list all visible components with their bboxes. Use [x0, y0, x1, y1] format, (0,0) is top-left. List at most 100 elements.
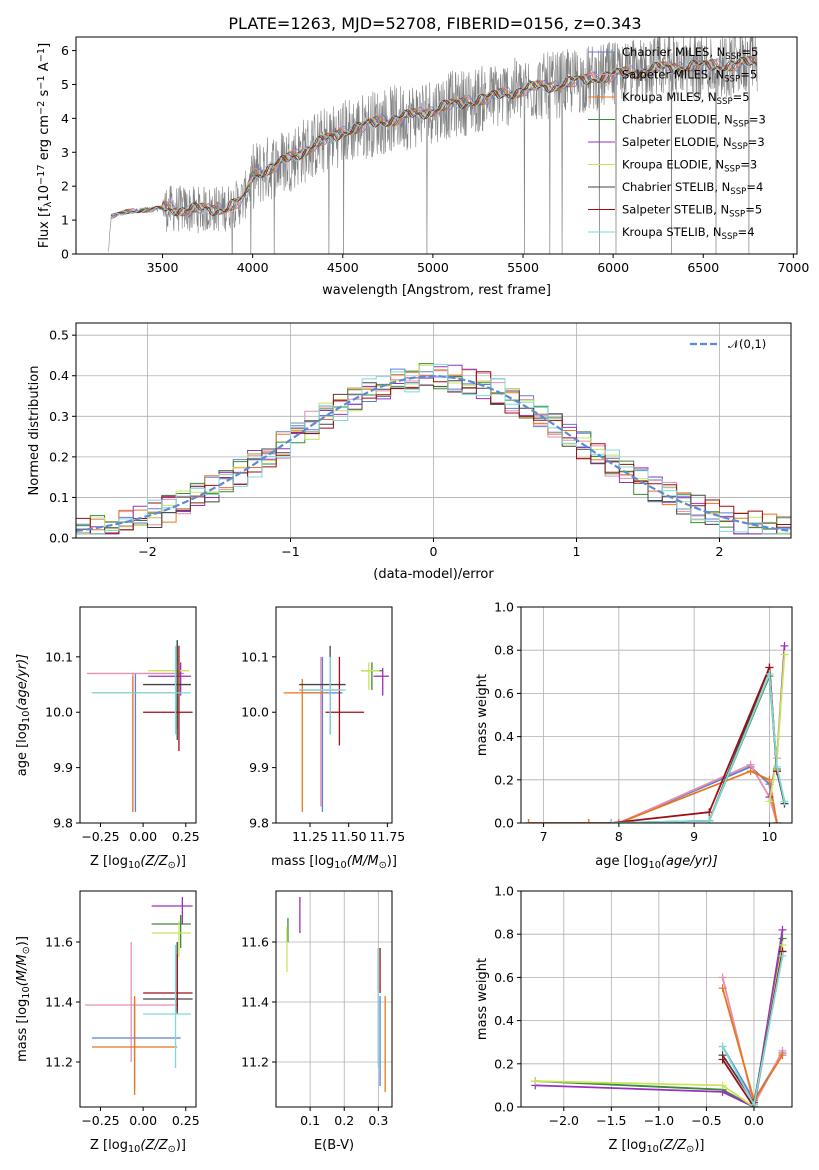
x-tick-label: 2 — [716, 544, 724, 559]
x-tick-label: 0 — [430, 544, 438, 559]
y-tick-label: 0.3 — [49, 409, 69, 424]
age_vs_mass-content — [283, 645, 389, 812]
y-tick-label: 10.0 — [241, 705, 269, 720]
y-tick-label: 0.6 — [494, 686, 514, 701]
x-tick-label: 0.0 — [744, 1113, 764, 1128]
point-kroupa_stelib — [91, 645, 191, 735]
x-tick-label: 5500 — [507, 260, 539, 275]
mass_vs_Z-content — [85, 897, 193, 1095]
legend-label-chabrier_miles: Chabrier MILES, NSSP=5 — [622, 45, 758, 62]
marker-salpeter_stelib — [718, 1055, 727, 1064]
series-line-kroupa_miles — [528, 770, 778, 823]
x-tick-label: −2.0 — [549, 1113, 579, 1128]
marker-salpeter_miles — [718, 973, 727, 982]
x-tick-label: 7000 — [777, 260, 809, 275]
y-tick-label: 0.5 — [49, 328, 69, 343]
marker-kroupa_miles — [718, 984, 727, 993]
age-vs-Z-panel: −0.25 0.00 0.25 9.8 9.9 10.0 10.1 Z [log10(Z/Z⊙… — [15, 606, 200, 871]
marker-kroupa_stelib — [778, 951, 787, 960]
y-tick-label: 11.2 — [45, 1055, 73, 1070]
x-tick-label: −1.5 — [596, 1113, 626, 1128]
point-kroupa_elodie — [151, 921, 191, 957]
y-tick-label: 0.6 — [494, 970, 514, 985]
legend-label-normal: 𝒩(0,1) — [728, 337, 766, 351]
x-tick-label: 11.75 — [369, 829, 405, 844]
series-line-chabrier_stelib — [611, 667, 786, 823]
y-tick-label: 9.8 — [249, 816, 269, 831]
point-salpeter_miles — [85, 942, 178, 1062]
x-axis-label: wavelength [Angstrom, rest frame] — [322, 283, 551, 298]
x-tick-label: 0.25 — [172, 829, 200, 844]
marker-kroupa_stelib — [705, 816, 714, 823]
point-chabrier_miles — [91, 999, 181, 1089]
y-axis-label: mass weight — [475, 958, 490, 1040]
y-tick-label: 11.2 — [241, 1055, 269, 1070]
x-axis-label: (data-model)/error — [373, 567, 494, 582]
x-tick-label: 6500 — [687, 260, 719, 275]
axes-frame — [275, 606, 393, 824]
x-tick-label: 3500 — [147, 260, 179, 275]
x-tick-label: 7 — [540, 829, 548, 844]
point-salpeter_stelib — [325, 656, 365, 746]
mass-vs-Z-panel: −0.25 0.00 0.25 11.2 11.4 11.6 Z [log10(Z/Z⊙)]… — [15, 890, 200, 1155]
legend-label-salpeter_stelib: Salpeter STELIB, NSSP=5 — [622, 203, 762, 220]
legend-label-chabrier_elodie: Chabrier ELODIE, NSSP=3 — [622, 113, 766, 130]
x-tick-label: 9 — [690, 829, 698, 844]
x-tick-label: −0.25 — [81, 829, 119, 844]
y-tick-label: 0.4 — [49, 368, 69, 383]
x-tick-label: −0.25 — [81, 1113, 119, 1128]
y-tick-label: 11.4 — [45, 995, 73, 1010]
y-axis-label: age [log10(age/yr)] — [15, 654, 32, 777]
model-spectrum-chabrier_stelib — [111, 56, 757, 217]
y-tick-label: 6 — [61, 43, 69, 58]
y-tick-label: 0.1 — [49, 490, 69, 505]
marker-kroupa_stelib — [772, 762, 781, 771]
series-line-salpeter_stelib — [721, 951, 784, 1107]
x-tick-label: 0.3 — [368, 1113, 388, 1128]
x-tick-label: −1 — [281, 544, 299, 559]
point-salpeter_elodie — [373, 667, 389, 696]
legend-label-salpeter_miles: Salpeter MILES, NSSP=5 — [622, 68, 757, 85]
legend-label-kroupa_miles: Kroupa MILES, NSSP=5 — [622, 90, 750, 107]
histogram-salpeter_stelib — [76, 371, 791, 535]
legend-label-kroupa_stelib: Kroupa STELIB, NSSP=4 — [622, 225, 755, 242]
marker-kroupa_stelib — [749, 1100, 758, 1107]
x-tick-label: 1 — [573, 544, 581, 559]
y-tick-label: 11.6 — [45, 935, 73, 950]
series-line-kroupa_stelib — [721, 955, 784, 1107]
age_vs_Z-content — [86, 640, 193, 812]
axes-frame — [520, 890, 793, 1108]
point-salpeter_elodie — [151, 897, 193, 924]
point-kroupa_miles — [91, 996, 178, 1095]
point-kroupa_stelib — [143, 945, 191, 1068]
x-tick-label: −1.0 — [644, 1113, 674, 1128]
point-chabrier_elodie — [151, 915, 191, 948]
y-tick-label: 9.9 — [249, 760, 269, 775]
y-tick-label: 10.1 — [45, 649, 73, 664]
point-kroupa_elodie — [361, 662, 380, 691]
marker-kroupa_elodie — [718, 1081, 727, 1090]
marker-kroupa_miles — [524, 819, 533, 823]
x-tick-label: 4000 — [237, 260, 269, 275]
series-line-salpeter_elodie — [535, 929, 784, 1107]
marker-salpeter_elodie — [778, 925, 787, 934]
y-tick-label: 0.0 — [494, 816, 514, 831]
x-tick-label: 5000 — [417, 260, 449, 275]
point-kroupa_miles — [283, 679, 326, 812]
y-tick-label: 0.2 — [494, 772, 514, 787]
point-salpeter_elodie — [148, 662, 191, 696]
series-line-salpeter_miles — [528, 763, 778, 823]
point-kroupa_stelib — [302, 656, 346, 735]
series-line-chabrier_stelib — [721, 951, 784, 1106]
marker-kroupa_stelib — [607, 819, 616, 823]
y-tick-label: 1 — [61, 213, 69, 228]
model-spectrum-kroupa_stelib — [110, 57, 758, 217]
x-tick-label: 0.1 — [300, 1113, 320, 1128]
y-tick-label: 0.8 — [494, 643, 514, 658]
y-axis-label: mass [log10(M/M⊙)] — [15, 936, 32, 1062]
y-tick-label: 1.0 — [494, 884, 514, 899]
figure-title: PLATE=1263, MJD=52708, FIBERID=0156, z=0… — [228, 14, 641, 33]
point-chabrier_miles — [302, 656, 343, 812]
marker-kroupa_miles — [772, 819, 781, 823]
